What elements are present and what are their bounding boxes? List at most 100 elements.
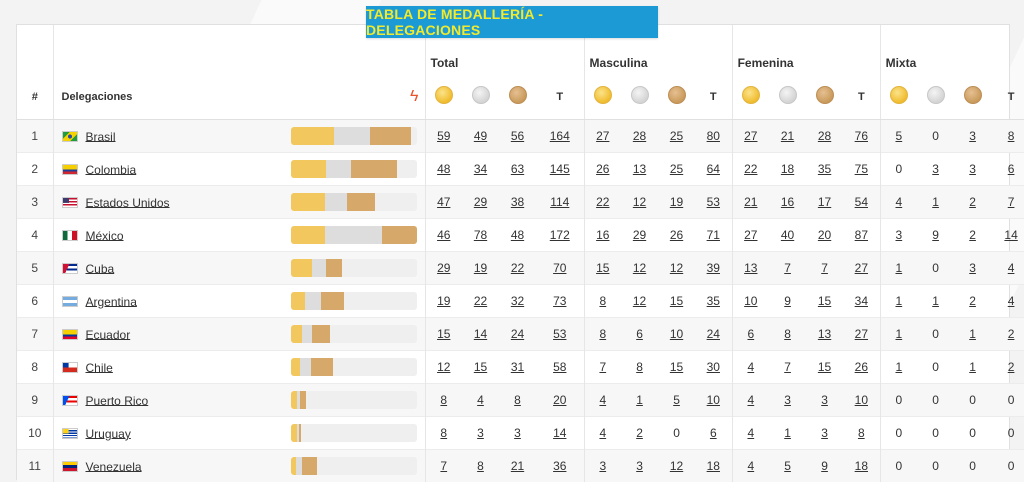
masculina-silver-link[interactable]: 28 xyxy=(633,129,646,143)
femenina-silver-link[interactable]: 18 xyxy=(781,162,794,176)
mixta-gold-link[interactable]: 1 xyxy=(895,261,902,275)
mixta-silver-link[interactable]: 3 xyxy=(932,162,939,176)
femenina-total-link[interactable]: 26 xyxy=(855,360,868,374)
femenina-bronze-link[interactable]: 17 xyxy=(818,195,831,209)
total-silver-link[interactable]: 29 xyxy=(474,195,487,209)
masculina-gold-link[interactable]: 15 xyxy=(596,261,609,275)
total-total-link[interactable]: 53 xyxy=(553,327,566,341)
femenina-total-link[interactable]: 8 xyxy=(858,426,865,440)
masculina-total-link[interactable]: 6 xyxy=(710,426,717,440)
mixta-bronze-link[interactable]: 1 xyxy=(969,327,976,341)
femenina-gold-link[interactable]: 10 xyxy=(744,294,757,308)
mixta-bronze-link[interactable]: 3 xyxy=(969,129,976,143)
femenina-silver-link[interactable]: 40 xyxy=(781,228,794,242)
total-silver-link[interactable]: 4 xyxy=(477,393,484,407)
total-silver-link[interactable]: 15 xyxy=(474,360,487,374)
femenina-bronze-link[interactable]: 9 xyxy=(821,459,828,473)
mixta-silver-link[interactable]: 9 xyxy=(932,228,939,242)
mixta-total-link[interactable]: 14 xyxy=(1004,228,1017,242)
mixta-gold-link[interactable]: 3 xyxy=(895,228,902,242)
femenina-gold-link[interactable]: 4 xyxy=(747,426,754,440)
delegation-link[interactable]: Colombia xyxy=(86,162,137,176)
femenina-total-link[interactable]: 27 xyxy=(855,261,868,275)
masculina-gold-link[interactable]: 4 xyxy=(599,393,606,407)
masculina-bronze-link[interactable]: 5 xyxy=(673,393,680,407)
femenina-bronze-link[interactable]: 3 xyxy=(821,426,828,440)
femenina-gold-link[interactable]: 27 xyxy=(744,228,757,242)
mixta-bronze-link[interactable]: 3 xyxy=(969,162,976,176)
masculina-silver-link[interactable]: 3 xyxy=(636,459,643,473)
masculina-silver-link[interactable]: 12 xyxy=(633,195,646,209)
total-gold-link[interactable]: 8 xyxy=(440,426,447,440)
masculina-gold-link[interactable]: 27 xyxy=(596,129,609,143)
mixta-bronze-link[interactable]: 2 xyxy=(969,294,976,308)
total-total-link[interactable]: 145 xyxy=(550,162,570,176)
masculina-silver-link[interactable]: 8 xyxy=(636,360,643,374)
masculina-total-link[interactable]: 24 xyxy=(707,327,720,341)
mixta-gold-link[interactable]: 1 xyxy=(895,360,902,374)
masculina-gold-link[interactable]: 16 xyxy=(596,228,609,242)
delegation-link[interactable]: Chile xyxy=(86,360,113,374)
masculina-total-link[interactable]: 10 xyxy=(707,393,720,407)
mixta-total-link[interactable]: 7 xyxy=(1008,195,1015,209)
femenina-bronze-link[interactable]: 20 xyxy=(818,228,831,242)
femenina-gold-link[interactable]: 13 xyxy=(744,261,757,275)
total-silver-link[interactable]: 49 xyxy=(474,129,487,143)
total-silver-link[interactable]: 14 xyxy=(474,327,487,341)
masculina-bronze-link[interactable]: 12 xyxy=(670,261,683,275)
masculina-silver-link[interactable]: 13 xyxy=(633,162,646,176)
masculina-gold-link[interactable]: 8 xyxy=(599,327,606,341)
total-silver-link[interactable]: 78 xyxy=(474,228,487,242)
delegation-link[interactable]: Ecuador xyxy=(86,327,131,341)
total-bronze-link[interactable]: 32 xyxy=(511,294,524,308)
delegation-link[interactable]: Estados Unidos xyxy=(86,195,170,209)
total-gold-link[interactable]: 59 xyxy=(437,129,450,143)
delegation-link[interactable]: Cuba xyxy=(86,261,115,275)
masculina-silver-link[interactable]: 2 xyxy=(636,426,643,440)
mixta-silver-link[interactable]: 1 xyxy=(932,294,939,308)
total-total-link[interactable]: 172 xyxy=(550,228,570,242)
femenina-silver-link[interactable]: 8 xyxy=(784,327,791,341)
masculina-total-link[interactable]: 39 xyxy=(707,261,720,275)
delegation-link[interactable]: Brasil xyxy=(86,129,116,143)
femenina-bronze-link[interactable]: 3 xyxy=(821,393,828,407)
total-bronze-link[interactable]: 22 xyxy=(511,261,524,275)
masculina-gold-link[interactable]: 26 xyxy=(596,162,609,176)
mixta-gold-link[interactable]: 4 xyxy=(895,195,902,209)
mixta-bronze-link[interactable]: 2 xyxy=(969,228,976,242)
total-total-link[interactable]: 164 xyxy=(550,129,570,143)
masculina-gold-link[interactable]: 8 xyxy=(599,294,606,308)
femenina-gold-link[interactable]: 22 xyxy=(744,162,757,176)
masculina-total-link[interactable]: 71 xyxy=(707,228,720,242)
total-gold-link[interactable]: 19 xyxy=(437,294,450,308)
masculina-bronze-link[interactable]: 12 xyxy=(670,459,683,473)
total-total-link[interactable]: 20 xyxy=(553,393,566,407)
total-total-link[interactable]: 70 xyxy=(553,261,566,275)
masculina-gold-link[interactable]: 4 xyxy=(599,426,606,440)
total-bronze-link[interactable]: 3 xyxy=(514,426,521,440)
mixta-total-link[interactable]: 8 xyxy=(1008,129,1015,143)
femenina-silver-link[interactable]: 1 xyxy=(784,426,791,440)
total-bronze-link[interactable]: 8 xyxy=(514,393,521,407)
femenina-silver-link[interactable]: 21 xyxy=(781,129,794,143)
total-gold-link[interactable]: 47 xyxy=(437,195,450,209)
masculina-bronze-link[interactable]: 25 xyxy=(670,129,683,143)
mixta-silver-link[interactable]: 1 xyxy=(932,195,939,209)
total-total-link[interactable]: 36 xyxy=(553,459,566,473)
total-total-link[interactable]: 58 xyxy=(553,360,566,374)
total-bronze-link[interactable]: 31 xyxy=(511,360,524,374)
total-gold-link[interactable]: 48 xyxy=(437,162,450,176)
mixta-total-link[interactable]: 2 xyxy=(1008,360,1015,374)
masculina-gold-link[interactable]: 22 xyxy=(596,195,609,209)
masculina-bronze-link[interactable]: 10 xyxy=(670,327,683,341)
masculina-bronze-link[interactable]: 26 xyxy=(670,228,683,242)
mixta-gold-link[interactable]: 1 xyxy=(895,327,902,341)
total-total-link[interactable]: 73 xyxy=(553,294,566,308)
femenina-total-link[interactable]: 18 xyxy=(855,459,868,473)
total-silver-link[interactable]: 8 xyxy=(477,459,484,473)
masculina-total-link[interactable]: 80 xyxy=(707,129,720,143)
femenina-total-link[interactable]: 10 xyxy=(855,393,868,407)
femenina-bronze-link[interactable]: 15 xyxy=(818,360,831,374)
total-gold-link[interactable]: 15 xyxy=(437,327,450,341)
total-bronze-link[interactable]: 63 xyxy=(511,162,524,176)
